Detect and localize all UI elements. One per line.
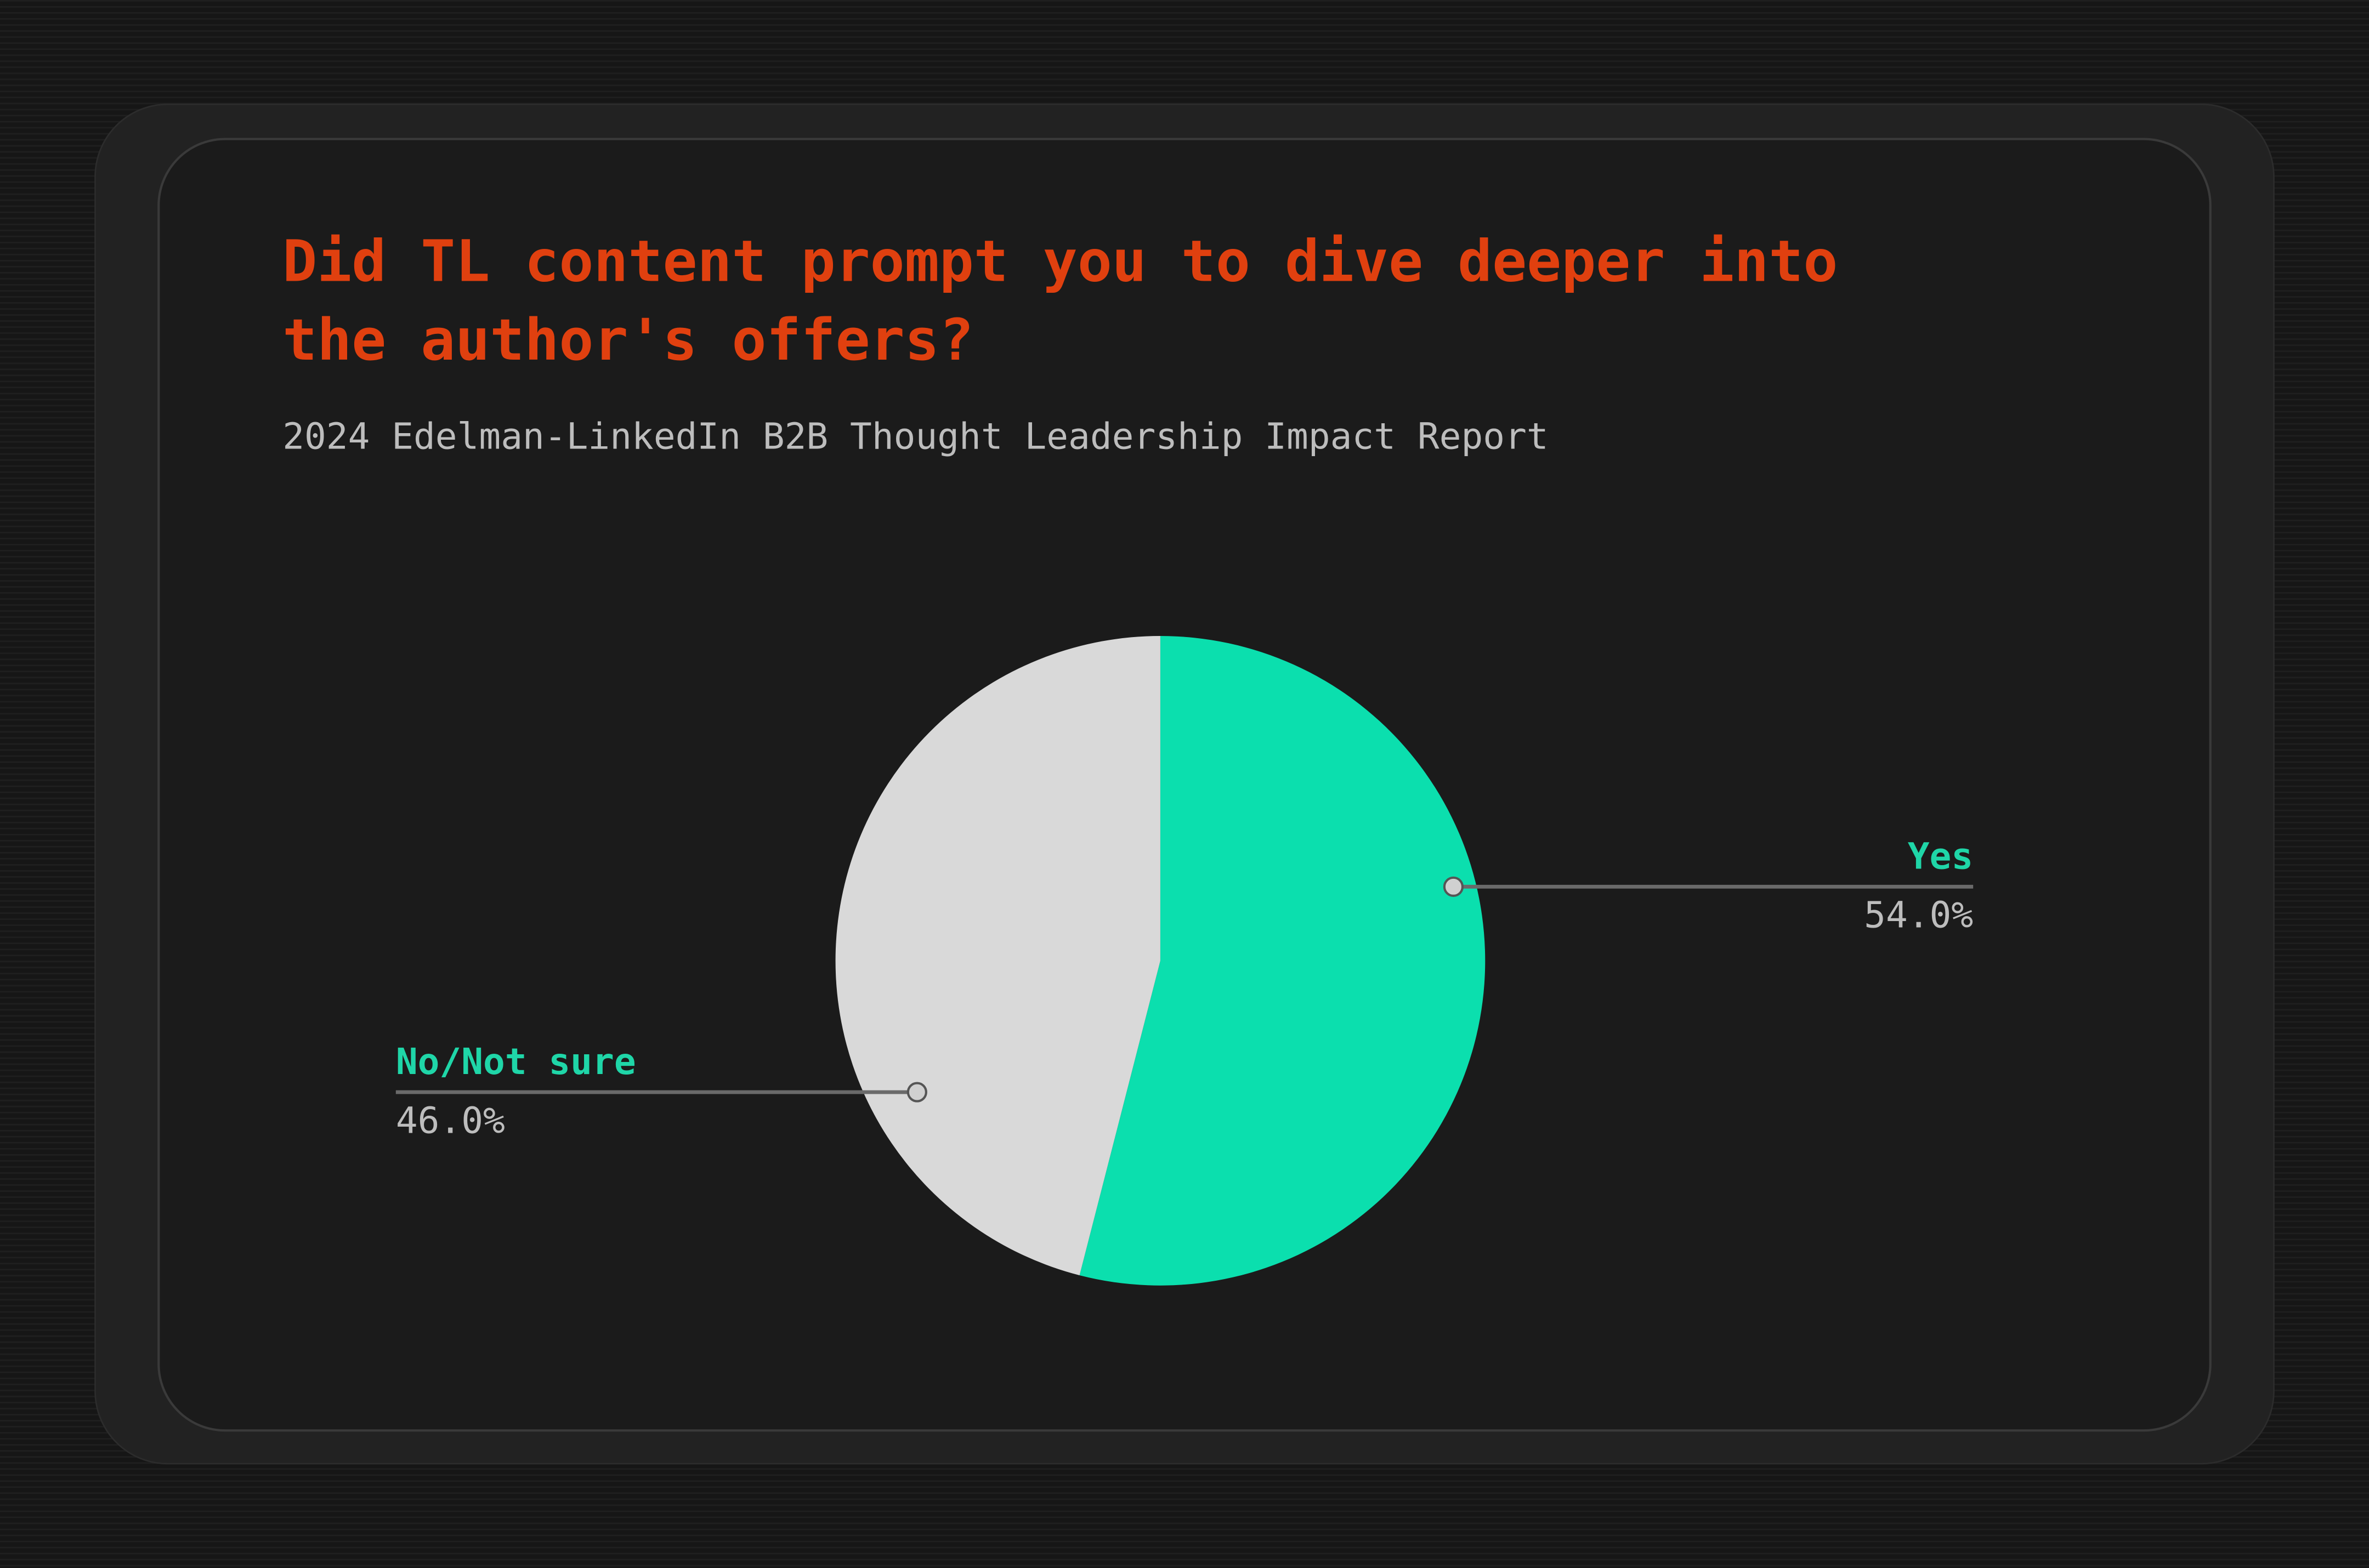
- value-label: 54.0%: [1864, 894, 1973, 936]
- slice-label: No/Not sure: [396, 1041, 636, 1083]
- pie-slice: [1079, 636, 1486, 1286]
- slice-label: Yes: [1908, 835, 1973, 877]
- chart-subtitle: 2024 Edelman-LinkedIn B2B Thought Leader…: [282, 415, 1548, 457]
- leader-dot: [1443, 876, 1464, 897]
- pie-slice: [835, 635, 1160, 1276]
- title-line: Did TL content prompt you to dive deeper…: [282, 228, 1838, 295]
- value-label: 46.0%: [396, 1099, 505, 1141]
- chart-title: Did TL content prompt you to dive deeper…: [282, 228, 1838, 373]
- leader-dot: [906, 1082, 927, 1103]
- title-line: the author's offers?: [282, 306, 974, 373]
